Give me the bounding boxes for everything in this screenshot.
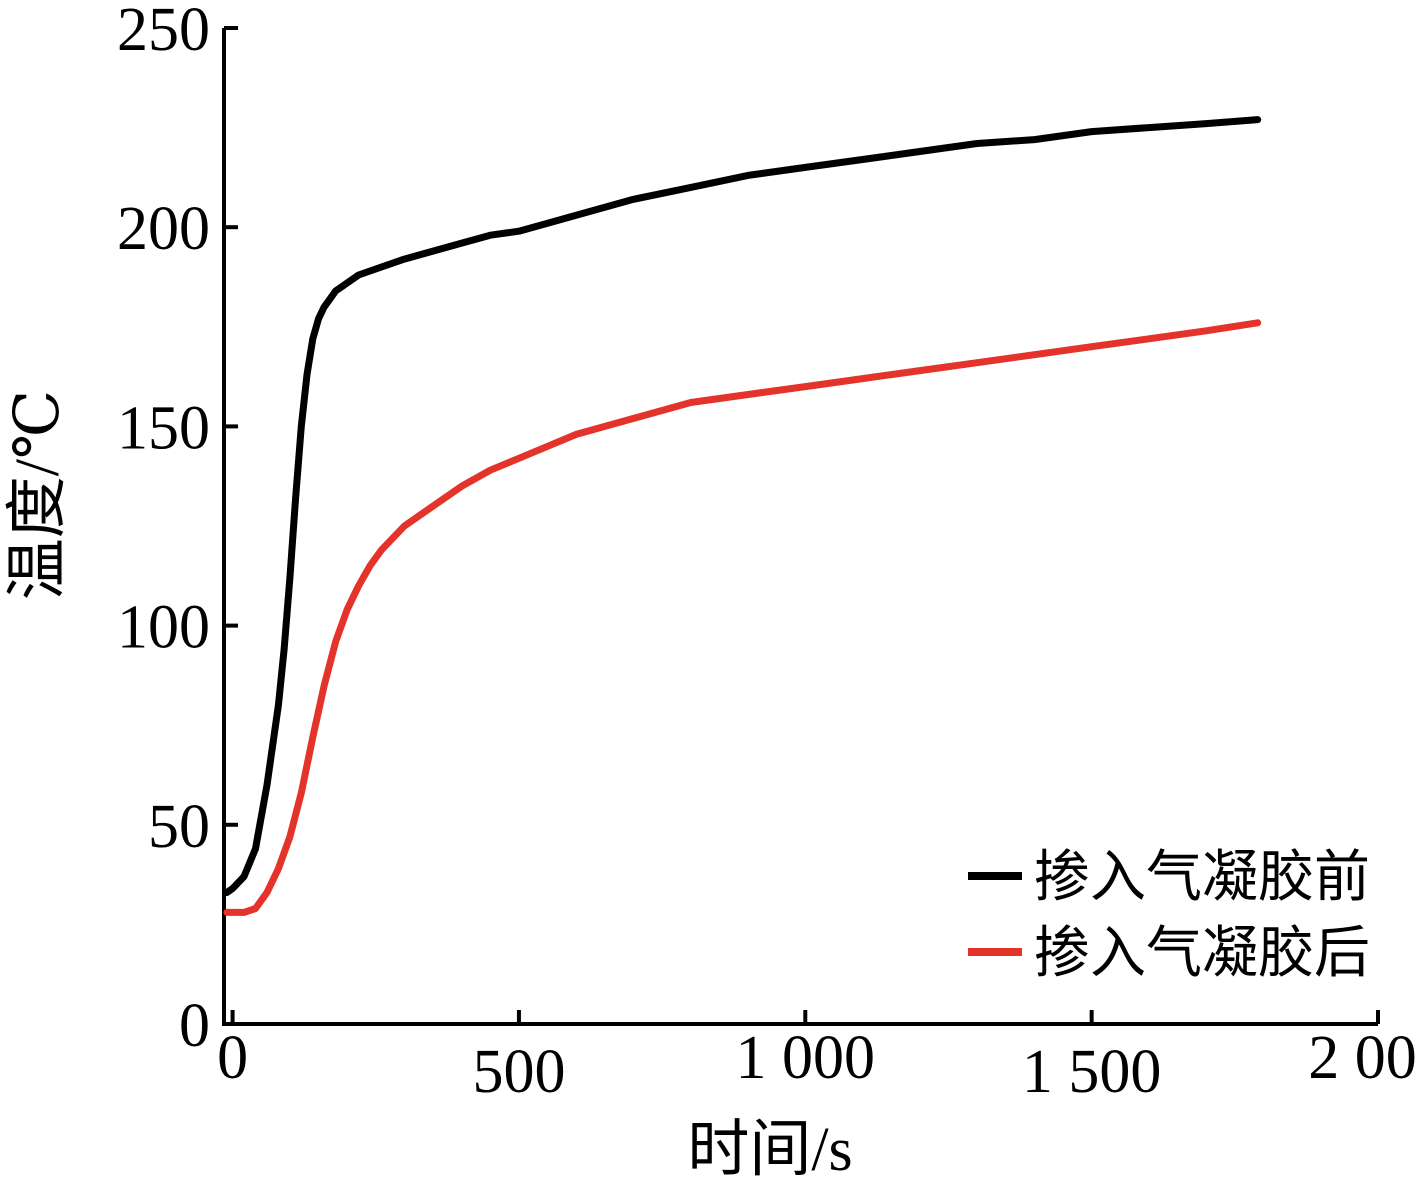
y-tick-label: 250 [117,0,210,64]
series-layer [223,116,1262,916]
y-tick-label: 50 [148,793,210,861]
y-tick-label: 100 [117,594,210,662]
y-axis-title: 温度/℃ [4,390,72,601]
axes [222,28,1378,1026]
x-tick-label: 2 000 [1308,1024,1417,1092]
legend-label-1: 掺入气凝胶前 [1034,845,1370,910]
x-tick-label: 0 [217,1024,248,1092]
x-tick-label: 1 500 [1022,1038,1162,1106]
x-tick-label: 500 [472,1038,565,1106]
y-tick-label: 200 [117,195,210,263]
series-line-2 [223,319,1262,916]
series-line-1 [223,116,1262,896]
y-ticks: 0 50 100 150 200 250 [117,0,238,1060]
x-axis-title: 时间/s [687,1116,852,1181]
y-tick-label: 0 [179,992,210,1060]
y-tick-label: 150 [117,394,210,462]
x-ticks: 0 500 1 000 1 500 2 000 [217,1010,1417,1106]
x-tick-label: 1 000 [736,1024,876,1092]
legend-label-2: 掺入气凝胶后 [1034,921,1370,986]
